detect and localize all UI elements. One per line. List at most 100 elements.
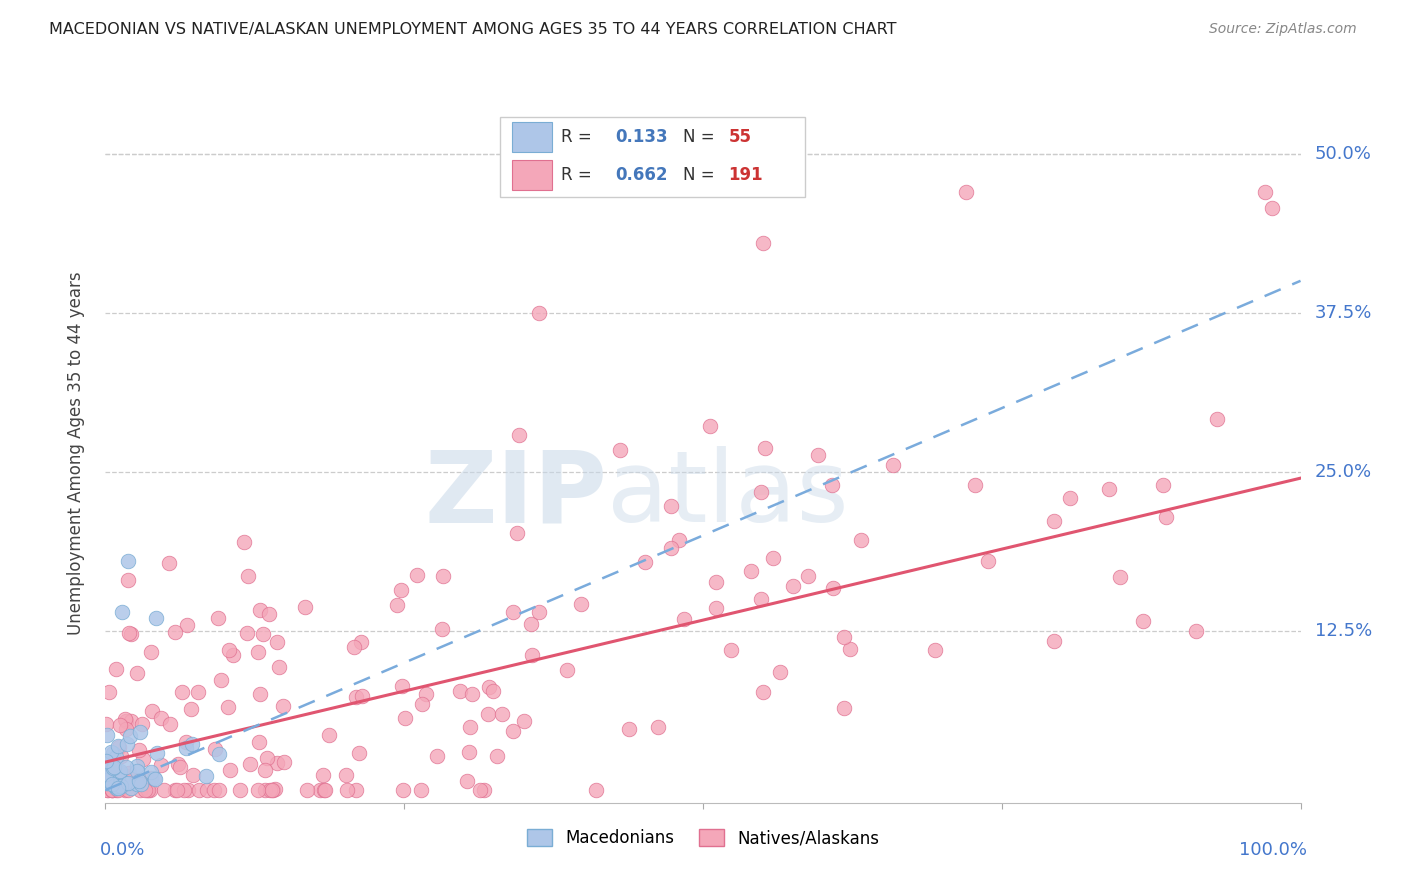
Point — [110, 772, 132, 787]
Point — [838, 641, 860, 656]
Point — [166, 783, 188, 797]
Point — [97, 768, 120, 782]
Point — [294, 600, 316, 615]
Point — [807, 448, 830, 462]
Point — [204, 742, 226, 756]
Point — [105, 779, 128, 793]
Point — [128, 783, 150, 797]
Point — [527, 306, 550, 320]
Point — [180, 702, 202, 716]
Point — [194, 768, 217, 782]
Point — [506, 526, 529, 541]
Point — [107, 779, 129, 793]
Point — [1154, 510, 1177, 524]
Point — [107, 783, 129, 797]
Point — [415, 687, 437, 701]
Point — [217, 699, 239, 714]
Point — [229, 783, 252, 797]
Point — [318, 728, 340, 742]
Point — [252, 627, 274, 641]
Point — [139, 771, 162, 785]
Point — [1098, 482, 1121, 496]
Point — [145, 611, 167, 625]
Point — [115, 737, 138, 751]
Point — [924, 643, 946, 657]
Point — [218, 642, 240, 657]
Point — [187, 685, 209, 699]
Point — [98, 685, 121, 699]
Point — [107, 739, 129, 753]
Point — [143, 772, 166, 786]
Point — [115, 760, 138, 774]
Point — [141, 704, 163, 718]
Point — [108, 718, 131, 732]
Point — [659, 499, 682, 513]
Point — [125, 758, 148, 772]
Point — [821, 477, 844, 491]
Point — [751, 685, 773, 699]
Point — [207, 783, 229, 797]
Point — [266, 635, 288, 649]
Point — [1109, 570, 1132, 584]
Point — [118, 626, 141, 640]
Point — [762, 550, 785, 565]
Point — [101, 783, 124, 797]
Point — [247, 783, 270, 797]
Point — [94, 770, 117, 784]
Point — [350, 689, 373, 703]
Point — [704, 575, 727, 590]
Point — [183, 768, 205, 782]
Point — [411, 698, 433, 712]
Point — [672, 612, 695, 626]
Point — [1260, 201, 1282, 215]
Point — [335, 768, 357, 782]
Text: MACEDONIAN VS NATIVE/ALASKAN UNEMPLOYMENT AMONG AGES 35 TO 44 YEARS CORRELATION : MACEDONIAN VS NATIVE/ALASKAN UNEMPLOYMEN… — [49, 22, 897, 37]
Point — [117, 554, 139, 568]
Point — [153, 783, 176, 797]
Text: 0.0%: 0.0% — [100, 841, 145, 859]
Point — [259, 607, 281, 621]
Legend: Macedonians, Natives/Alaskans: Macedonians, Natives/Alaskans — [520, 822, 886, 854]
Point — [350, 635, 373, 649]
Point — [249, 603, 271, 617]
Point — [502, 605, 524, 619]
Point — [125, 666, 148, 681]
Point — [751, 235, 773, 250]
Point — [114, 776, 136, 790]
Point — [389, 582, 412, 597]
Point — [634, 555, 657, 569]
Point — [254, 783, 277, 797]
Point — [749, 592, 772, 607]
Point — [101, 783, 124, 797]
Point — [520, 648, 543, 663]
Point — [103, 760, 125, 774]
Point — [309, 783, 332, 797]
Point — [127, 777, 149, 791]
Point — [103, 746, 125, 760]
Point — [235, 626, 257, 640]
Point — [236, 568, 259, 582]
Point — [104, 749, 127, 764]
Point — [110, 779, 132, 793]
Point — [105, 783, 128, 797]
Point — [101, 761, 124, 775]
Point — [96, 728, 118, 742]
Point — [173, 783, 195, 797]
Point — [104, 780, 127, 795]
Point — [94, 767, 117, 781]
Point — [111, 605, 134, 619]
Point — [132, 778, 155, 792]
Point — [477, 706, 499, 721]
Point — [139, 783, 162, 797]
Point — [263, 781, 285, 796]
Text: ZIP: ZIP — [425, 446, 607, 543]
Point — [273, 755, 295, 769]
Point — [482, 683, 505, 698]
Point — [246, 645, 269, 659]
Point — [260, 783, 283, 797]
Point — [107, 765, 129, 780]
Point — [97, 754, 120, 768]
Point — [209, 673, 232, 688]
Point — [456, 774, 478, 789]
Point — [120, 714, 142, 728]
